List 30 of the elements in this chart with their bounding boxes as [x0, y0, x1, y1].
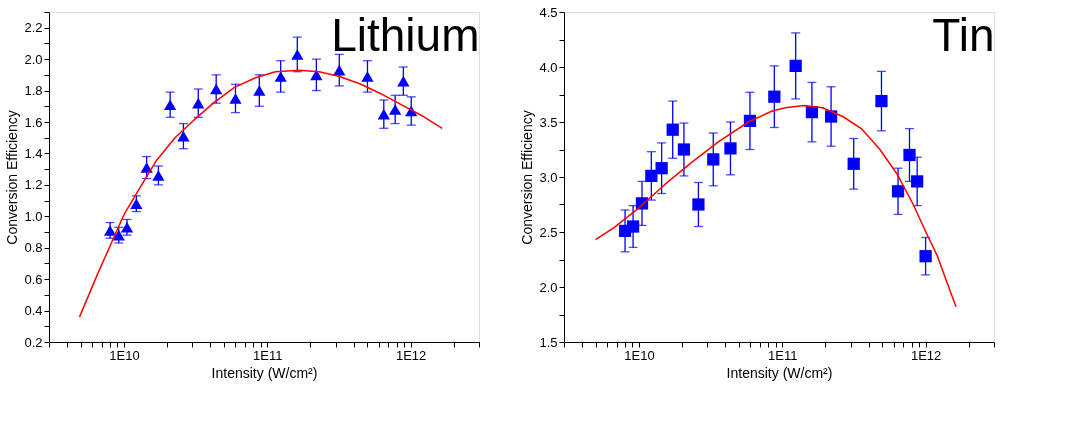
- y-tick-label: 2.0: [24, 51, 43, 67]
- y-tick-label: 0.6: [24, 271, 43, 287]
- x-tick-label: 1E12: [910, 347, 942, 363]
- y-tick-label: 2.5: [539, 224, 558, 240]
- y-tick-label: 1.4: [24, 145, 43, 161]
- chart-title: Tin: [932, 9, 995, 61]
- x-tick-label: 1E10: [109, 347, 140, 363]
- y-tick-label: 2.2: [24, 20, 43, 36]
- y-axis-title: Conversion Efficiency: [519, 110, 536, 245]
- y-tick-label: 1.6: [24, 114, 43, 130]
- y-tick-label: 4.5: [539, 4, 558, 20]
- x-axis-title: Intensity (W/cm²): [726, 364, 833, 381]
- y-tick-label: 1.2: [24, 177, 43, 193]
- y-tick-label: 1.5: [539, 334, 558, 350]
- y-tick-label: 3.0: [539, 169, 558, 185]
- y-tick-label: 0.2: [24, 334, 43, 350]
- y-tick-label: 1.0: [24, 208, 43, 224]
- x-tick-label: 1E11: [253, 347, 283, 363]
- y-tick-label: 0.8: [24, 240, 43, 256]
- x-axis-title: Intensity (W/cm²): [211, 364, 318, 381]
- x-tick-label: 1E11: [768, 347, 798, 363]
- y-tick-label: 3.5: [539, 114, 558, 130]
- chart-title: Lithium: [331, 9, 480, 61]
- y-tick-label: 0.4: [24, 303, 43, 319]
- y-axis-title: Conversion Efficiency: [4, 110, 21, 245]
- y-tick-label: 1.8: [24, 83, 43, 99]
- x-tick-label: 1E10: [624, 347, 655, 363]
- y-tick-label: 4.0: [539, 59, 558, 75]
- x-tick-label: 1E12: [395, 347, 427, 363]
- y-tick-label: 2.0: [539, 279, 558, 295]
